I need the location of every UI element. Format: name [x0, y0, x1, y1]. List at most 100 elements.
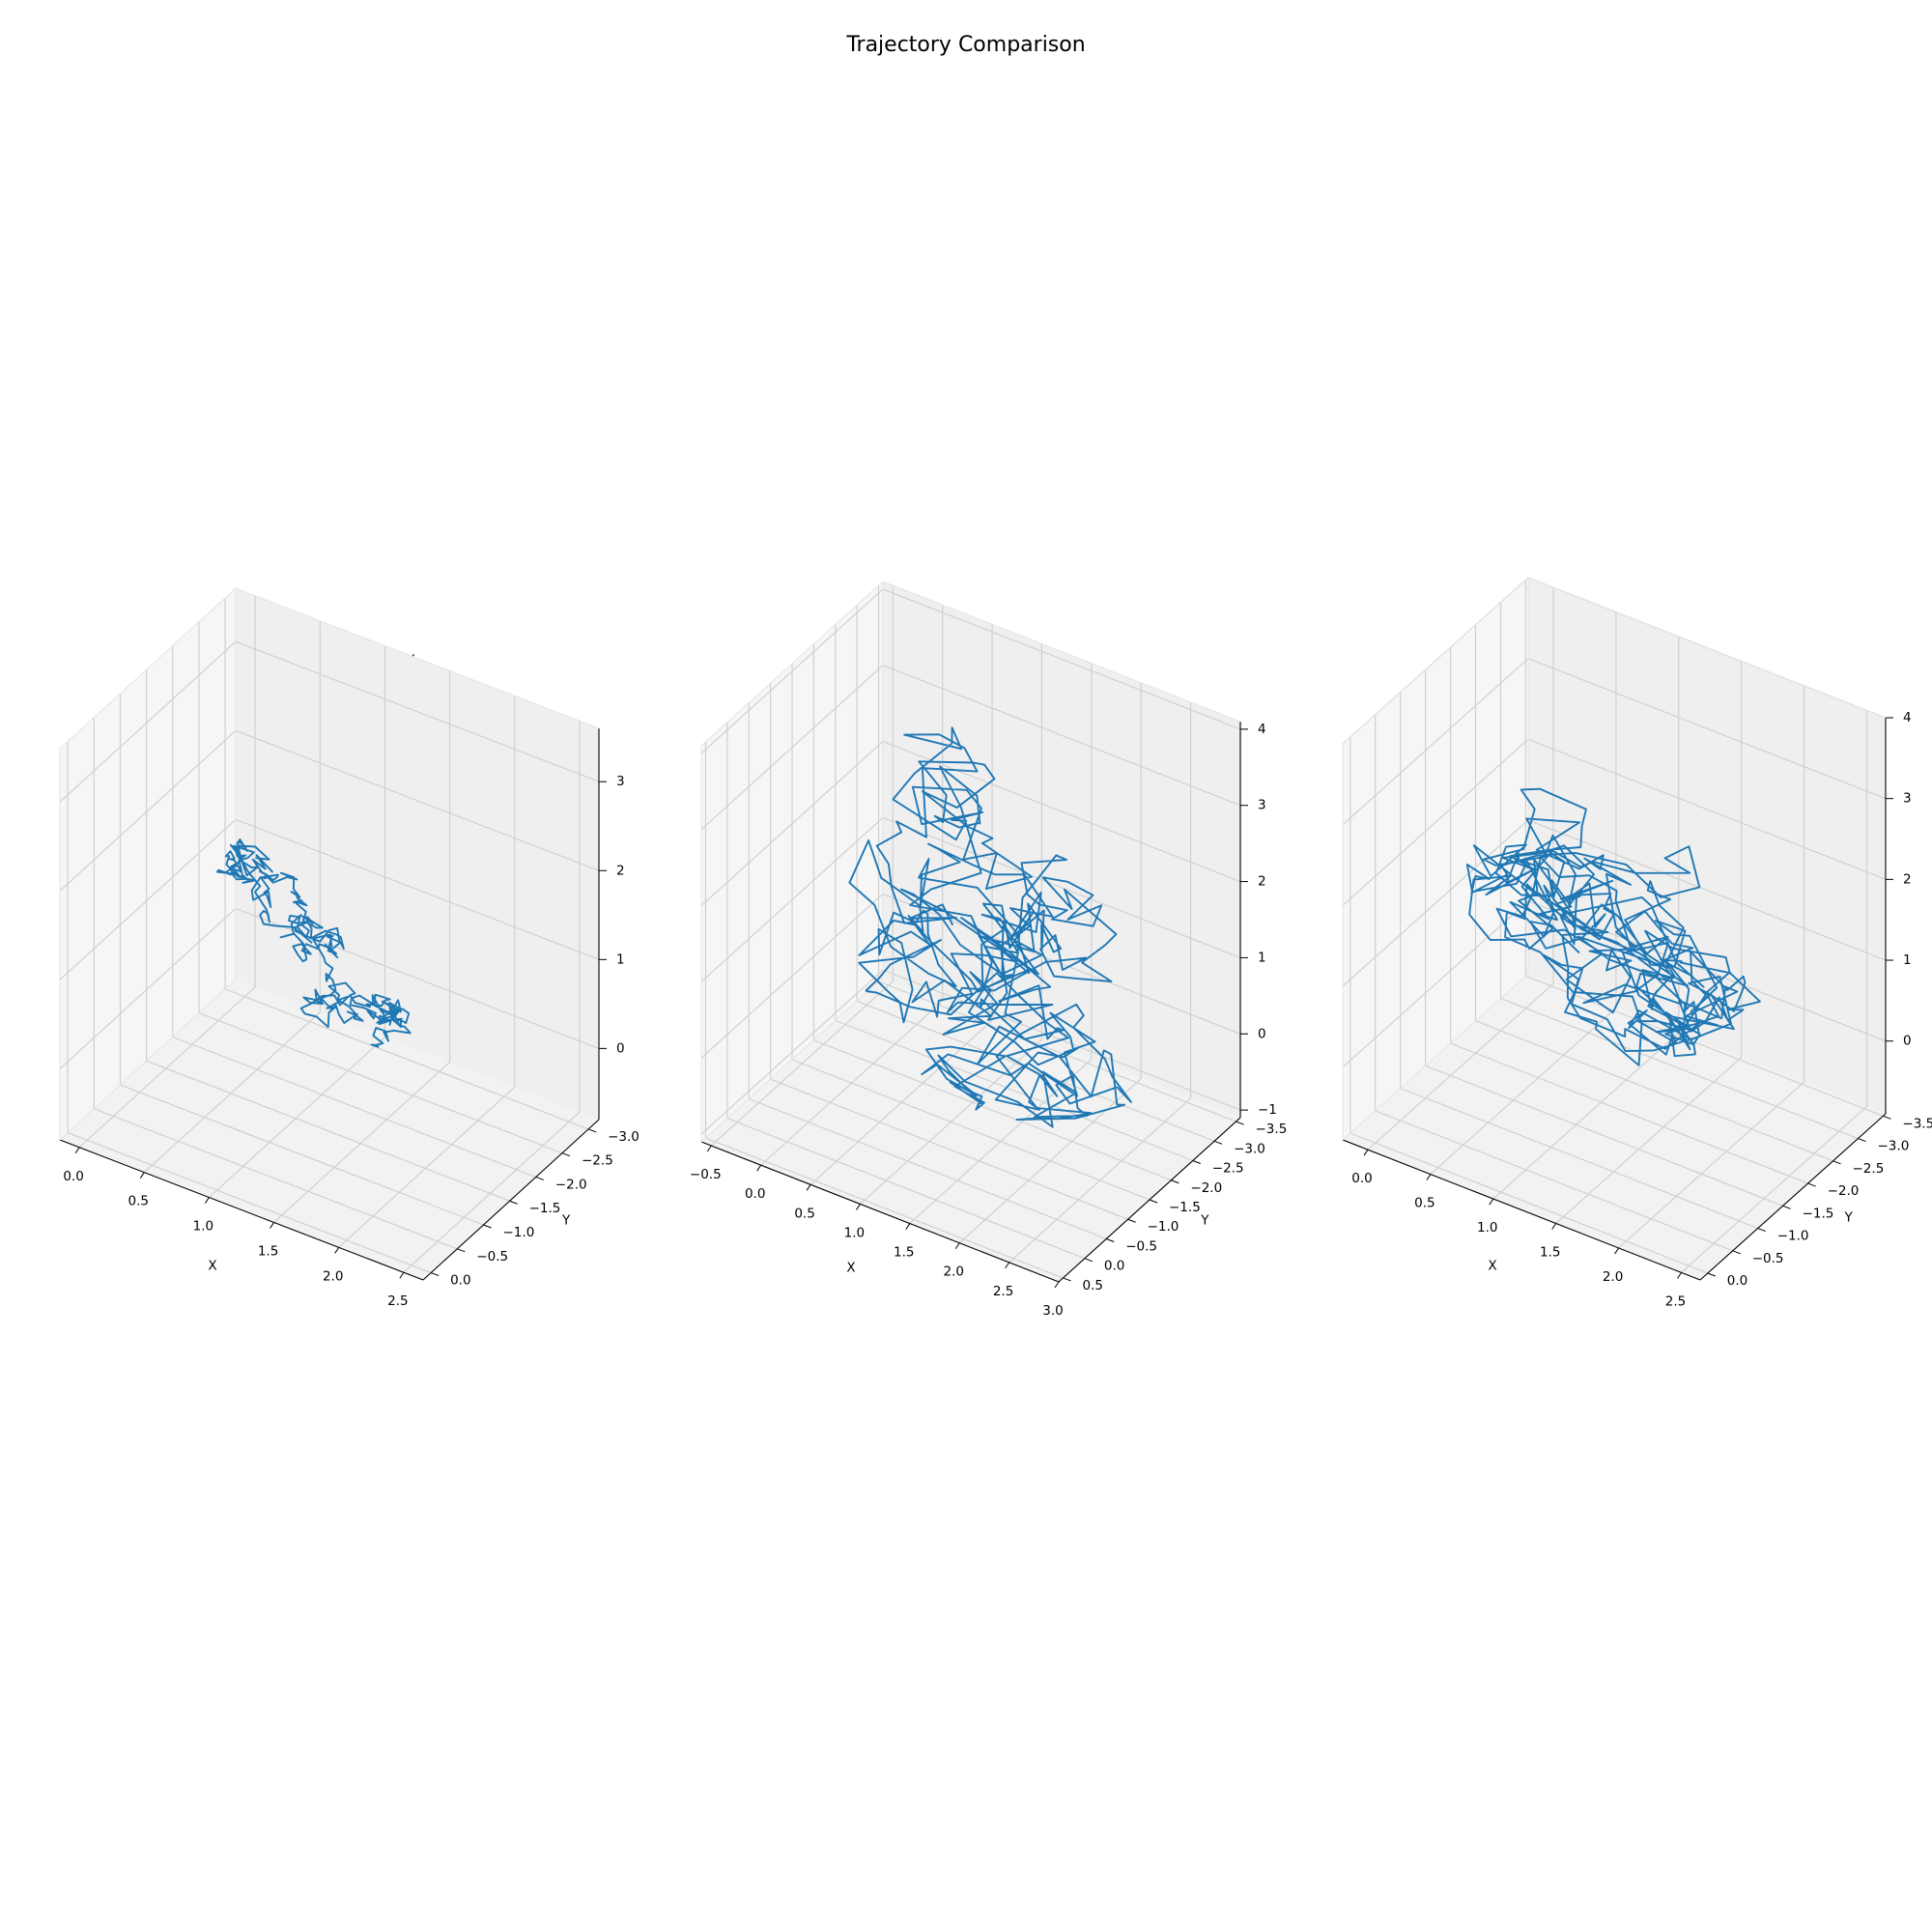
x-tick-mark	[806, 1184, 811, 1191]
grid-line-x	[78, 595, 256, 1149]
x-tick-mark	[1363, 1149, 1369, 1156]
grid-line-x	[1681, 710, 1868, 1273]
trajectory-line-imu	[848, 726, 1132, 1128]
z-tick-label: 2	[616, 863, 625, 878]
x-tick-mark	[706, 1145, 712, 1152]
x-tick-label: 1.0	[844, 1225, 865, 1240]
y-tick-mark	[561, 1152, 571, 1157]
z-tick-label: 3	[616, 774, 625, 789]
x-tick-mark	[1551, 1223, 1557, 1230]
grid-line-x	[810, 624, 993, 1185]
axes-3d-imu: −0.50.00.51.01.52.02.53.00.50.0−0.5−1.0−…	[690, 581, 1288, 1319]
grid-line-x	[208, 645, 385, 1199]
y-tick-mark	[1213, 1140, 1223, 1145]
y-tick-mark	[1858, 1138, 1866, 1143]
x-axis-line	[1342, 1139, 1701, 1281]
z-tick-label: −1	[1258, 1102, 1277, 1118]
y-tick-label: −3.5	[1256, 1122, 1288, 1137]
left-pane	[60, 588, 236, 1140]
figure-title: Trajectory Comparison	[846, 33, 1086, 57]
y-tick-label: −1.0	[1777, 1229, 1809, 1244]
y-tick-mark	[1757, 1228, 1766, 1233]
pane-edge	[700, 977, 884, 1143]
y-tick-mark	[1807, 1182, 1816, 1187]
pane-edge	[59, 979, 237, 1141]
y-tick-mark	[1236, 1121, 1244, 1125]
x-tick-label: 1.0	[193, 1219, 213, 1235]
pane-edge	[882, 581, 1241, 723]
y-tick-label: −3.0	[1878, 1139, 1910, 1154]
y-tick-label: −1.0	[1148, 1219, 1179, 1235]
y-tick-mark	[1707, 1272, 1716, 1277]
y-tick-mark	[457, 1248, 466, 1253]
y-axis-label: Y	[561, 1213, 571, 1229]
z-tick-label: 1	[616, 952, 625, 967]
grid-line-x	[273, 670, 451, 1223]
x-axis-label: X	[846, 1261, 855, 1276]
y-tick-label: 0.0	[1104, 1259, 1124, 1274]
y-tick-label: −0.5	[476, 1249, 508, 1264]
z-tick-label: 2	[1258, 874, 1266, 890]
grid-line-x	[1009, 701, 1192, 1264]
x-tick-label: 0.0	[745, 1186, 765, 1202]
x-tick-label: 2.5	[993, 1284, 1013, 1299]
floor-pane	[60, 980, 599, 1280]
axes-3d-ground-truth: 0.0 0.5 1.0 1.5 2.0 2.5 0.0 −0.5 −1.0 −1.5 −2.0 −2.…	[59, 587, 639, 1309]
x-tick-mark	[756, 1164, 762, 1172]
x-tick-label: 0.5	[794, 1206, 814, 1221]
grid-line-x	[143, 620, 321, 1174]
y-tick-label: −1.5	[529, 1201, 561, 1216]
grid-line-x	[1555, 661, 1743, 1224]
x-tick-label: 1.5	[894, 1245, 914, 1261]
x-axis-label: X	[208, 1259, 216, 1274]
pane-edge	[1342, 577, 1529, 745]
y-tick-mark	[587, 1128, 597, 1133]
left-pane	[1343, 578, 1528, 1140]
pane-edge	[235, 587, 600, 729]
x-tick-mark	[1677, 1272, 1682, 1279]
z-tick-label: 4	[1903, 710, 1912, 725]
y-tick-label: 0.0	[1727, 1273, 1747, 1289]
y-axis-line	[1699, 1113, 1887, 1281]
axes-3d-model-prediction: 0.0 0.5 1.0 1.5 2.0 2.5 0.0 −0.5 −1.0 −1.5 −2.0 −2.…	[1342, 577, 1932, 1309]
x-tick-mark	[1054, 1281, 1060, 1289]
x-tick-mark	[905, 1223, 911, 1230]
y-tick-mark	[535, 1176, 544, 1180]
z-tick-label: 0	[1258, 1026, 1266, 1041]
pane-edge	[1527, 577, 1887, 719]
z-tick-label: 4	[1258, 722, 1266, 737]
x-tick-label: 1.5	[258, 1243, 278, 1259]
back-pane	[236, 588, 599, 1120]
y-tick-label: −1.5	[1169, 1200, 1201, 1215]
y-axis-line	[422, 1119, 600, 1281]
pane-edge	[1342, 973, 1529, 1141]
grid-line-x	[710, 585, 894, 1147]
y-tick-label: −3.0	[608, 1129, 639, 1145]
y-tick-mark	[1106, 1238, 1115, 1242]
z-tick-label: 1	[1903, 952, 1912, 968]
z-tick-label: 3	[1258, 798, 1266, 813]
x-tick-label: 2.0	[323, 1268, 343, 1284]
x-tick-mark	[270, 1222, 274, 1229]
x-tick-label: 3.0	[1042, 1303, 1063, 1319]
x-tick-label: 2.5	[387, 1293, 408, 1309]
z-tick-label: 3	[1903, 791, 1912, 807]
y-tick-label: −2.5	[1853, 1161, 1885, 1177]
grid-line-x	[958, 682, 1142, 1244]
x-tick-label: 1.0	[1477, 1220, 1497, 1236]
x-tick-label: 0.5	[128, 1194, 149, 1209]
x-tick-mark	[856, 1204, 861, 1210]
z-tick-label: 1	[1258, 950, 1266, 965]
y-tick-mark	[1192, 1160, 1201, 1164]
x-tick-label: 2.5	[1665, 1293, 1686, 1309]
y-tick-label: −2.0	[1828, 1183, 1860, 1199]
y-axis-label: Y	[1843, 1209, 1853, 1225]
grid-line-x	[859, 643, 1043, 1205]
grid-line-x	[403, 721, 581, 1273]
x-tick-mark	[205, 1197, 210, 1204]
y-tick-label: −2.5	[582, 1153, 613, 1169]
x-tick-label: 0.0	[1351, 1171, 1372, 1186]
y-axis-label: Y	[1200, 1213, 1209, 1229]
grid-line-x	[1367, 587, 1554, 1151]
